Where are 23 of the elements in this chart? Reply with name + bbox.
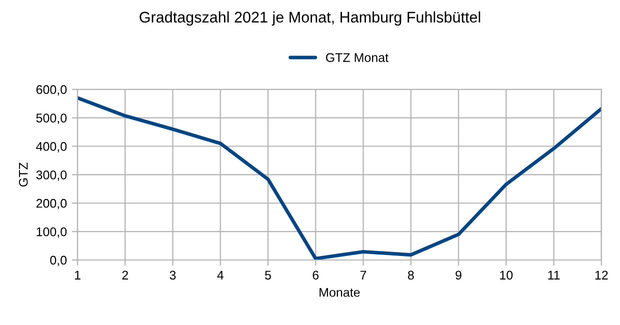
y-tick-label: 400,0 (36, 142, 67, 152)
legend-label: GTZ Monat (326, 53, 388, 62)
x-axis-title: Monate (320, 288, 360, 297)
x-tick-label: 12 (595, 270, 608, 280)
x-tick-label: 8 (408, 270, 414, 280)
y-tick-label: 0,0 (50, 256, 67, 266)
y-tick-label: 300,0 (36, 170, 67, 181)
x-tick-label: 1 (74, 270, 80, 280)
x-tick-label: 5 (265, 270, 271, 280)
x-tick-label: 10 (500, 270, 513, 280)
x-tick-label: 11 (548, 270, 560, 280)
x-tick-label: 7 (360, 270, 366, 280)
y-tick-label: 200,0 (36, 198, 67, 210)
y-tick-label: 600,0 (36, 85, 67, 96)
chart-title: Gradtagszahl 2021 je Monat, Hamburg Fuhlsbüttel (140, 11, 480, 26)
y-tick-label: 500,0 (36, 114, 67, 124)
x-tick-label: 9 (456, 270, 462, 280)
x-tick-label: 4 (217, 270, 224, 280)
x-tick-label: 6 (312, 270, 319, 280)
y-axis-title: GTZ (18, 162, 28, 187)
x-tick-label: 2 (122, 270, 128, 280)
x-tick-label: 3 (170, 270, 176, 280)
y-tick-label: 100,0 (36, 227, 67, 238)
